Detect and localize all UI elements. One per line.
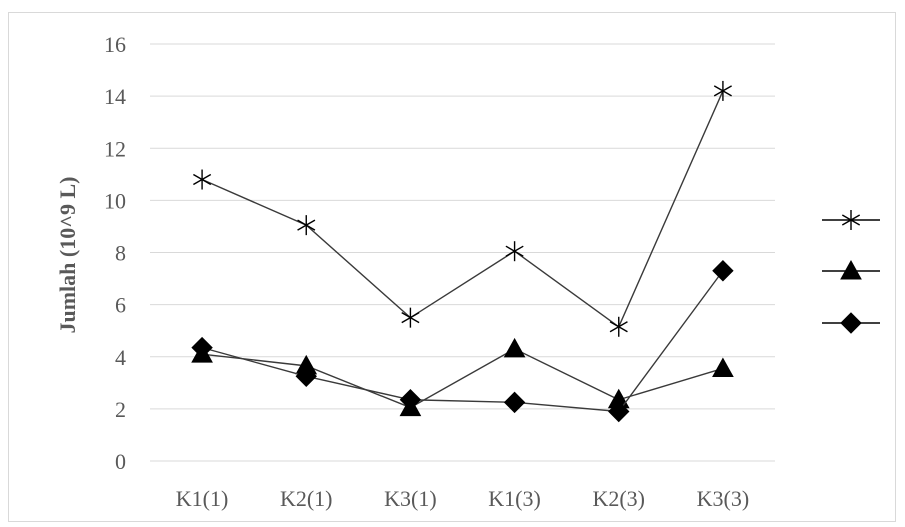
y-tick-label: 6 <box>115 293 126 318</box>
chart-frame <box>8 12 896 522</box>
series-layer <box>191 80 734 423</box>
data-point-diamond <box>191 336 213 359</box>
legend-marker-star <box>841 210 861 230</box>
data-point-star <box>401 307 420 328</box>
x-tick-label: K1(1) <box>176 486 229 511</box>
y-axis-ticks: 0 2 4 6 8 10 12 14 16 <box>104 32 126 474</box>
data-point-triangle <box>712 357 734 377</box>
data-point-star <box>505 241 524 262</box>
x-tick-label: K1(3) <box>488 486 541 511</box>
y-tick-label: 8 <box>115 241 126 266</box>
y-tick-label: 12 <box>104 136 126 161</box>
x-axis-ticks: K1(1) K2(1) K3(1) K1(3) K2(3) K3(3) <box>176 486 749 511</box>
x-tick-label: K2(1) <box>280 486 333 511</box>
y-tick-label: 10 <box>104 188 126 213</box>
series-line-star <box>201 90 724 328</box>
y-tick-label: 16 <box>104 32 126 57</box>
y-tick-label: 2 <box>115 397 126 422</box>
series-diamond <box>191 260 734 423</box>
series-line-triangle <box>202 348 724 409</box>
data-point-triangle <box>503 337 526 358</box>
series-triangle <box>191 337 734 417</box>
data-point-diamond <box>608 400 630 423</box>
y-tick-label: 14 <box>104 84 126 109</box>
data-point-diamond <box>295 365 317 388</box>
y-tick-label: 0 <box>115 449 126 474</box>
x-tick-label: K3(3) <box>697 486 750 511</box>
legend-entry-star <box>822 210 880 230</box>
legend-marker-diamond <box>840 312 862 334</box>
data-point-diamond <box>712 260 734 282</box>
data-point-star <box>297 215 316 236</box>
x-tick-label: K2(3) <box>592 486 645 511</box>
data-point-star <box>609 316 628 337</box>
series-line-diamond <box>201 270 724 413</box>
y-axis-label: Jumlah (10^9 L) <box>55 176 80 333</box>
y-tick-label: 4 <box>115 345 126 370</box>
legend-entry-triangle <box>822 259 880 280</box>
gridlines <box>150 43 775 462</box>
data-point-star <box>193 169 212 190</box>
legend-entry-diamond <box>822 312 880 334</box>
legend-marker-triangle <box>840 259 862 280</box>
legend <box>822 210 880 334</box>
x-tick-label: K3(1) <box>384 486 437 511</box>
data-point-diamond <box>503 391 526 414</box>
series-star <box>193 80 732 337</box>
data-point-star <box>713 80 732 101</box>
data-point-diamond <box>399 389 422 411</box>
